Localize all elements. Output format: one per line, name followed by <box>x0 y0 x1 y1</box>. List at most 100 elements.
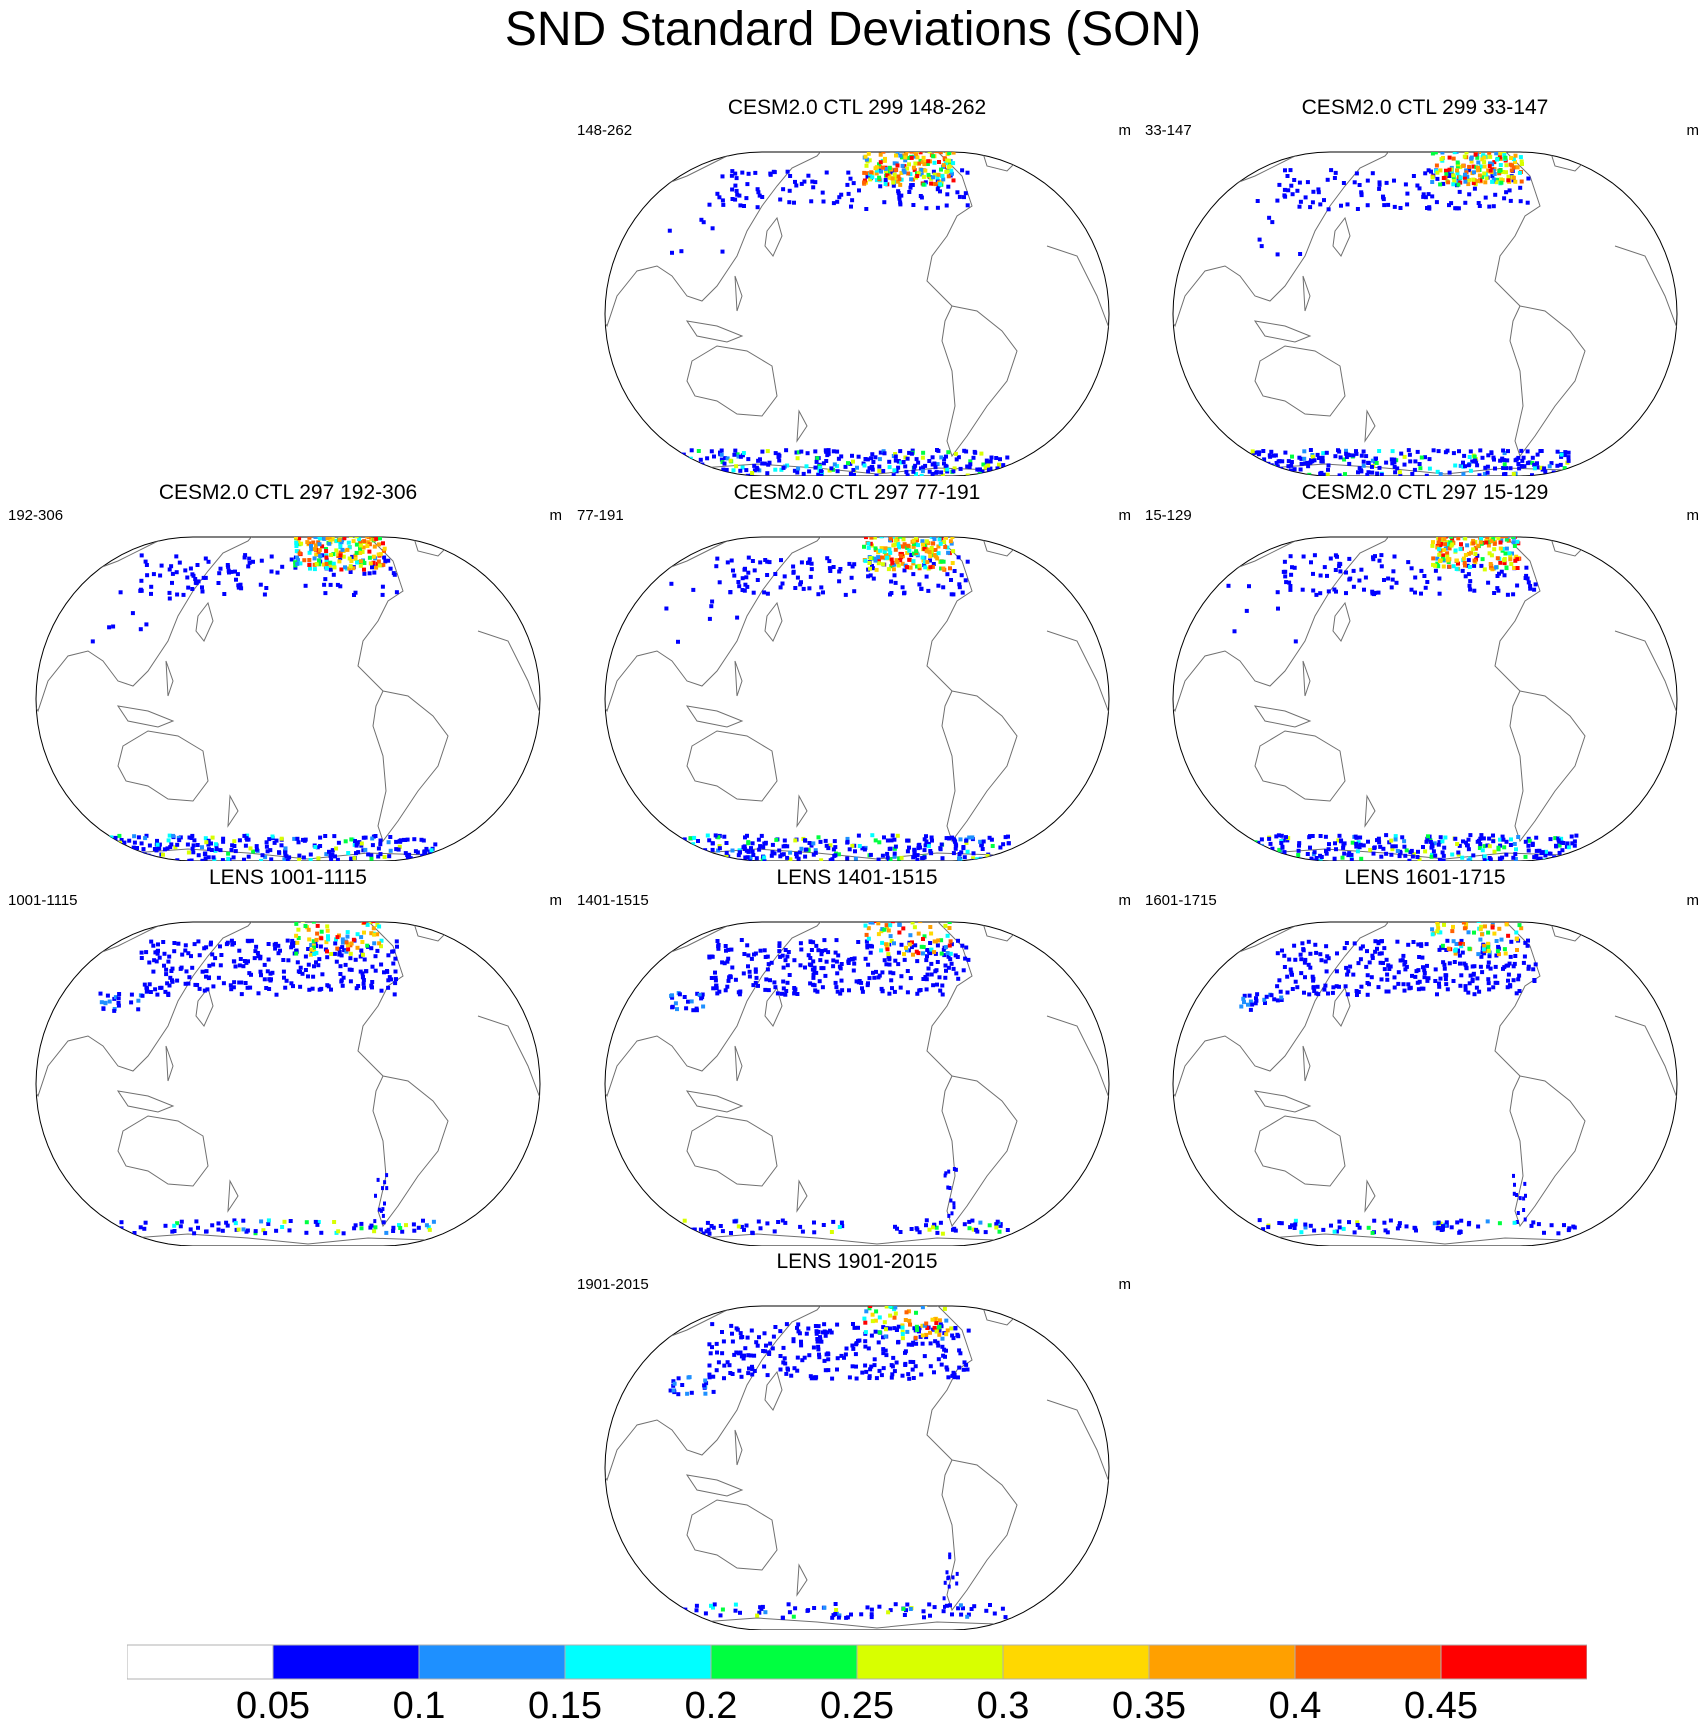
coastline <box>1046 630 1109 742</box>
snow-cell <box>1280 845 1285 850</box>
snow-cell <box>869 1615 874 1620</box>
snow-cell <box>368 1225 373 1230</box>
snow-cell <box>920 455 925 460</box>
snow-cell <box>1559 858 1564 861</box>
snow-cell <box>1299 456 1304 461</box>
snow-cell <box>880 853 885 858</box>
snow-cell <box>1472 458 1477 463</box>
snow-cell <box>1333 568 1338 572</box>
snow-cell <box>795 992 800 996</box>
snow-cell <box>246 854 251 859</box>
snow-cell <box>1423 455 1427 460</box>
snow-cell <box>226 564 231 569</box>
coastline <box>764 216 783 257</box>
snow-cell <box>307 537 312 540</box>
snow-cell <box>788 174 793 178</box>
snow-cell <box>1364 964 1369 969</box>
snow-cell <box>802 179 807 184</box>
snow-cell <box>1524 573 1529 578</box>
snow-cell <box>774 837 779 842</box>
snow-cell <box>135 857 140 861</box>
snow-cell <box>941 526 945 530</box>
snow-cell <box>1277 459 1282 464</box>
snow-cell <box>1460 568 1465 573</box>
snow-cell <box>839 454 844 459</box>
snow-cell <box>900 561 905 566</box>
snow-cell <box>914 1341 919 1346</box>
snow-cell <box>347 556 352 561</box>
snow-cell <box>1308 448 1313 452</box>
snow-cell <box>1520 458 1525 463</box>
snow-cell <box>1504 528 1508 532</box>
snow-cell <box>796 856 801 861</box>
snow-cell <box>1242 1000 1246 1005</box>
snow-cell <box>1382 203 1387 208</box>
snow-cell <box>927 459 932 463</box>
snow-cell <box>1430 194 1435 199</box>
snow-cell <box>359 948 364 953</box>
snow-cell <box>110 844 115 849</box>
snow-cell <box>1309 560 1313 565</box>
snow-cell <box>341 975 346 980</box>
snow-cell <box>777 458 782 463</box>
snow-cell <box>670 250 674 255</box>
snow-cell <box>939 527 943 531</box>
snow-cell <box>806 953 811 958</box>
snow-cell <box>1477 533 1481 537</box>
snow-cell <box>931 562 936 566</box>
snow-cell <box>1370 458 1375 463</box>
snow-cell <box>353 1223 358 1228</box>
snow-cell <box>724 841 729 845</box>
snow-cell <box>1471 538 1476 543</box>
snow-cell <box>943 139 947 143</box>
snow-cell <box>941 177 946 182</box>
snow-cell <box>1477 473 1482 476</box>
snow-cell <box>314 944 319 948</box>
snow-cell <box>122 840 127 845</box>
snow-cell <box>112 1008 117 1013</box>
snow-cell <box>705 833 710 838</box>
snow-cell <box>1442 962 1447 967</box>
snow-cell <box>1384 180 1389 185</box>
snow-cell <box>910 1342 915 1347</box>
snow-cell <box>342 537 347 541</box>
snow-cell <box>1463 537 1468 541</box>
snow-cell <box>1510 163 1514 168</box>
snow-cell <box>741 1356 746 1361</box>
snow-cell <box>1555 449 1560 454</box>
snow-cell <box>211 984 216 989</box>
snow-cell <box>1435 525 1439 529</box>
snow-cell <box>917 842 922 847</box>
snow-cell <box>1356 961 1361 966</box>
snow-cell <box>256 991 261 996</box>
snow-cell <box>1508 843 1513 847</box>
snow-cell <box>696 839 700 843</box>
snow-cell <box>1444 527 1448 531</box>
snow-cell <box>418 857 423 861</box>
snow-cell <box>1547 464 1552 469</box>
snow-cell <box>1406 448 1411 453</box>
snow-cell <box>803 965 807 970</box>
snow-cell <box>868 950 873 955</box>
snow-cell <box>1439 541 1443 546</box>
snow-cell <box>919 466 923 471</box>
snow-cell <box>933 182 938 187</box>
snow-cell <box>715 939 720 943</box>
snow-cell <box>889 591 894 595</box>
snow-cell <box>1337 984 1341 989</box>
snow-cell <box>119 1220 124 1225</box>
snow-cell <box>334 548 339 553</box>
map-panel: CESM2.0 CTL 297 15-129 15-129 m <box>1145 481 1705 861</box>
snow-cell <box>140 993 145 998</box>
snow-cell <box>776 1220 781 1224</box>
snow-cell <box>828 569 833 573</box>
snow-cell <box>921 937 925 941</box>
snow-cell <box>1534 835 1539 840</box>
snow-cell <box>1377 182 1382 187</box>
snow-cell <box>1355 849 1360 854</box>
snow-cell <box>1542 1230 1546 1235</box>
coastline <box>796 1179 808 1213</box>
snow-cell <box>931 169 936 174</box>
snow-cell <box>902 170 907 175</box>
snow-cell <box>151 969 156 974</box>
